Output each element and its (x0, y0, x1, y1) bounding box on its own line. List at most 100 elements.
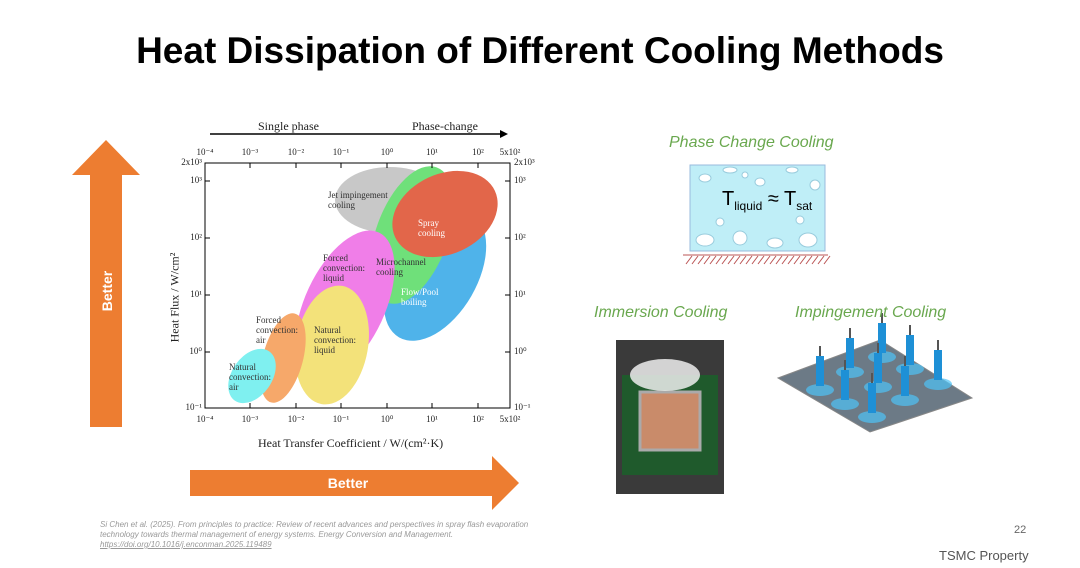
nozzle-pipe (849, 328, 851, 338)
nozzle (906, 335, 914, 365)
panel-title: Phase Change Cooling (669, 134, 834, 151)
spray (806, 384, 834, 396)
hatch-line (709, 255, 717, 265)
region (392, 170, 498, 258)
formula: Tliquid ≈ Tsat (722, 188, 812, 213)
slide-title: Heat Dissipation of Different Cooling Me… (136, 30, 944, 71)
y-tick-label-right: 10² (514, 232, 526, 242)
y-tick-label: 2x10³ (181, 157, 202, 167)
vertical-arrow (72, 140, 140, 427)
y-tick-label-right: 10⁰ (514, 346, 527, 356)
plot (204, 162, 511, 409)
hatch-line (739, 255, 747, 265)
nozzle-pipe (909, 325, 911, 335)
y-tick-label-right: 10¹ (514, 289, 526, 299)
x-tick-label: 5x10² (499, 414, 521, 424)
hatch-line (799, 255, 807, 265)
hatch-line (703, 255, 711, 265)
hatch-line (691, 255, 699, 265)
spray (858, 411, 886, 423)
x-tick-label-top: 10² (472, 147, 484, 157)
nozzle (868, 383, 876, 413)
region (228, 348, 276, 404)
y-tick-label: 10² (190, 232, 202, 242)
nozzle-pipe (871, 373, 873, 383)
hatch-line (787, 255, 795, 265)
region-label: Jet impingement cooling (328, 190, 388, 210)
hatch-line (817, 255, 825, 265)
formula-part: sat (796, 199, 813, 213)
x-tick-label-top: 10⁻¹ (332, 147, 350, 157)
horizontal-arrow (190, 456, 519, 510)
region-label: Forced convection: air (256, 315, 298, 345)
hatch-line (697, 255, 705, 265)
nozzle (841, 370, 849, 400)
arrow-label: Better (99, 270, 115, 312)
nozzle-pipe (904, 356, 906, 366)
x-tick-label-top: 5x10² (499, 147, 521, 157)
hatch-line (823, 255, 831, 265)
citation-link: https://doi.org/10.1016/j.enconman.2025.… (100, 540, 272, 549)
y-tick-label-right: 2x10³ (514, 157, 535, 167)
x-tick-label-top: 10⁻³ (241, 147, 259, 157)
panel-title: Immersion Cooling (594, 304, 728, 321)
hatch-line (775, 255, 783, 265)
region-label: Flow/Pool boiling (401, 287, 439, 307)
spray (924, 378, 952, 390)
x-tick-label-top: 10⁻² (287, 147, 305, 157)
region-label: Natural convection: liquid (314, 325, 356, 355)
hatch-line (733, 255, 741, 265)
nozzle (878, 323, 886, 353)
citation-line: technology towards thermal management of… (100, 530, 454, 539)
hatch-line (721, 255, 729, 265)
x-tick-label-top: 10⁰ (380, 147, 394, 157)
chip (638, 390, 702, 452)
nozzles (806, 313, 952, 423)
x-tick-label: 10⁻² (287, 414, 305, 424)
hatch-line (763, 255, 771, 265)
y-tick-label: 10⁻¹ (185, 402, 202, 412)
arrow-label: Better (327, 475, 369, 491)
region-label: Microchannel cooling (376, 257, 426, 277)
region-label: Spray cooling (418, 218, 445, 238)
y-tick-label-right: 10⁻¹ (514, 402, 531, 412)
x-tick-label: 10² (472, 414, 484, 424)
hatch-line (781, 255, 789, 265)
nozzle (816, 356, 824, 386)
top-label: Phase-change (412, 119, 478, 133)
nozzle-pipe (877, 343, 879, 353)
nozzle-pipe (819, 346, 821, 356)
region (295, 285, 369, 405)
y-tick-label: 10³ (190, 175, 202, 185)
nozzle (934, 350, 942, 380)
hatching (685, 255, 831, 265)
y-tick-label: 10⁰ (189, 346, 202, 356)
bubbles (695, 166, 821, 249)
x-tick-label: 10⁰ (380, 414, 394, 424)
nozzle-pipe (844, 360, 846, 370)
phase-arrow-head (500, 130, 508, 138)
top-label: Single phase (258, 119, 319, 133)
region-label: Natural convection: air (229, 362, 271, 392)
panel-title: Impingement Cooling (795, 304, 947, 321)
plot-frame (204, 162, 511, 409)
nozzle-pipe (881, 313, 883, 323)
vapor (630, 359, 700, 391)
x-tick-label-top: 10⁻⁴ (196, 147, 214, 157)
hatch-line (769, 255, 777, 265)
citation-line: Si Chen et al. (2025). From principles t… (100, 520, 529, 529)
spray (831, 398, 859, 410)
page-number: 22 (1014, 524, 1027, 536)
formula-part: liquid (734, 199, 763, 213)
footer: TSMC Property (939, 548, 1029, 563)
spray (891, 394, 919, 406)
formula-part: T (722, 188, 735, 210)
x-axis-label: Heat Transfer Coefficient / W/(cm²·K) (258, 436, 444, 450)
formula-part: T (784, 188, 797, 210)
hatch-line (805, 255, 813, 265)
hatch-line (757, 255, 765, 265)
region-label: Forced convection: liquid (323, 253, 365, 283)
nozzle (874, 353, 882, 383)
